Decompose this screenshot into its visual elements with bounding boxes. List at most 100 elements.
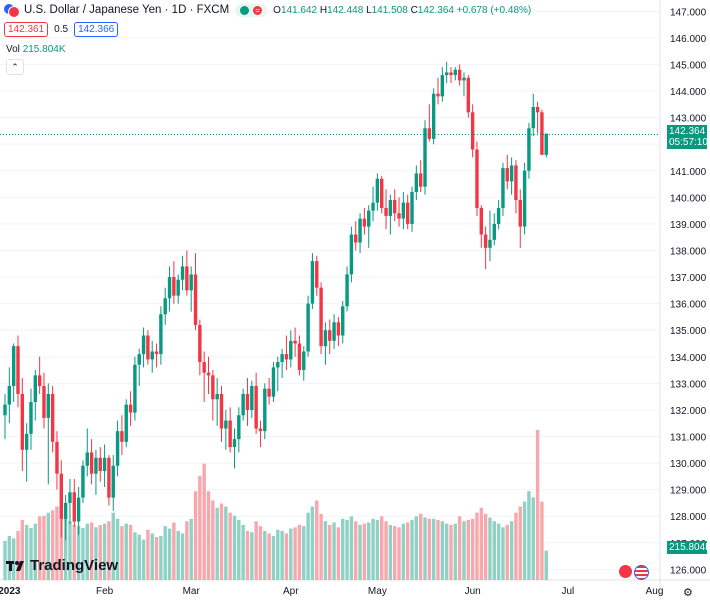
candle-body — [46, 393, 50, 418]
volume-bar — [76, 526, 81, 580]
volume-bar — [336, 527, 341, 580]
candle-body — [115, 431, 120, 466]
candle-body — [436, 93, 440, 97]
volume-bar — [405, 522, 410, 580]
volume-bar — [457, 516, 462, 580]
volume-bar — [232, 515, 237, 580]
candle-body — [29, 401, 33, 434]
bottom-badges — [619, 565, 649, 580]
volume-bar — [46, 512, 50, 580]
reset-chart-icon[interactable]: ⚙ — [683, 587, 693, 599]
tradingview-logo[interactable]: TradingView — [6, 557, 118, 574]
volume-bar — [306, 512, 310, 580]
volume-bar — [228, 512, 232, 580]
volume-bar — [50, 510, 55, 580]
x-tick-label: Aug — [646, 586, 664, 597]
volume-bar — [388, 524, 393, 580]
us-flag-icon[interactable] — [634, 565, 649, 580]
candle-body — [232, 439, 237, 448]
candle-body — [228, 420, 232, 448]
chevron-up-icon[interactable]: ⌃ — [6, 59, 24, 75]
symbol-title[interactable]: U.S. Dollar / Japanese Yen · 1D · FXCM — [24, 4, 230, 16]
volume-bar — [146, 529, 150, 580]
volume-bar — [367, 522, 371, 580]
candle-body — [42, 386, 46, 418]
candle-body — [55, 441, 59, 474]
volume-bar — [483, 513, 488, 580]
candle-body — [94, 457, 98, 474]
buy-button[interactable]: 142.366 — [74, 22, 119, 37]
y-tick-label: 129.000 — [670, 486, 707, 497]
candle-body — [475, 149, 479, 208]
volume-bar — [37, 516, 42, 580]
candle-body — [540, 112, 544, 155]
candle-body — [224, 420, 228, 429]
candle-body — [180, 266, 185, 280]
volume-bar — [11, 538, 16, 580]
volume-bar — [475, 512, 479, 580]
volume-bar — [241, 524, 245, 580]
y-tick-label: 131.000 — [670, 433, 707, 444]
y-tick-label: 138.000 — [670, 246, 707, 257]
volume-bar — [449, 524, 453, 580]
candle-body — [7, 386, 12, 405]
volume-bar — [128, 524, 133, 580]
x-tick-label: May — [368, 586, 387, 597]
x-tick-label: Jul — [562, 586, 575, 597]
candle-body — [271, 367, 276, 397]
candle-body — [527, 128, 531, 171]
candle-body — [154, 351, 159, 355]
candle-body — [315, 261, 319, 288]
volume-bar — [94, 527, 98, 580]
volume-bar — [68, 521, 72, 580]
volume-bar — [466, 520, 471, 580]
candle-body — [107, 457, 111, 498]
candle-body — [354, 234, 358, 243]
volume-bar — [323, 521, 328, 580]
symbol-header: U.S. Dollar / Japanese Yen · 1D · FXCM =… — [4, 3, 531, 18]
volume-bar — [280, 531, 284, 580]
candle-body — [509, 165, 514, 182]
trade-buttons: 142.361 0.5 142.366 — [4, 22, 119, 37]
candle-body — [68, 492, 72, 503]
sell-button[interactable]: 142.361 — [4, 22, 49, 37]
candle-body — [280, 354, 284, 363]
candle-body — [375, 178, 380, 203]
candle-body — [323, 330, 328, 347]
y-tick-label: 136.000 — [670, 300, 707, 311]
volume-bar — [431, 518, 436, 580]
candle-body — [462, 77, 466, 81]
candle-body — [479, 207, 483, 235]
volume-bar — [358, 524, 362, 580]
y-tick-label: 133.000 — [670, 379, 707, 390]
y-tick-label: 141.000 — [670, 167, 707, 178]
candle-body — [423, 128, 427, 187]
x-tick-label: Jun — [465, 586, 481, 597]
spread-value: 0.5 — [54, 24, 69, 35]
volume-bar — [440, 521, 445, 580]
candle-body — [137, 354, 141, 365]
candle-body — [501, 168, 505, 208]
volume-bar — [423, 517, 427, 580]
y-tick-label: 147.000 — [670, 7, 707, 18]
candle-body — [388, 199, 393, 216]
alert-icon[interactable] — [619, 565, 632, 578]
y-tick-label: 134.000 — [670, 353, 707, 364]
volume-bar — [414, 516, 419, 580]
candle-body — [293, 340, 297, 344]
candle-body — [85, 452, 89, 466]
volume-bar — [29, 527, 33, 580]
candle-body — [514, 165, 518, 200]
candle-body — [250, 386, 254, 410]
market-status-pill[interactable]: = — [235, 3, 268, 17]
volume-bar — [55, 506, 59, 580]
candle-body — [371, 202, 375, 211]
candle-body — [3, 404, 7, 416]
candle-body — [483, 234, 488, 248]
volume-bar — [176, 531, 180, 580]
volume-legend[interactable]: Vol 215.804K — [6, 44, 66, 55]
y-tick-label: 139.000 — [670, 220, 707, 231]
candle-body — [76, 497, 81, 522]
